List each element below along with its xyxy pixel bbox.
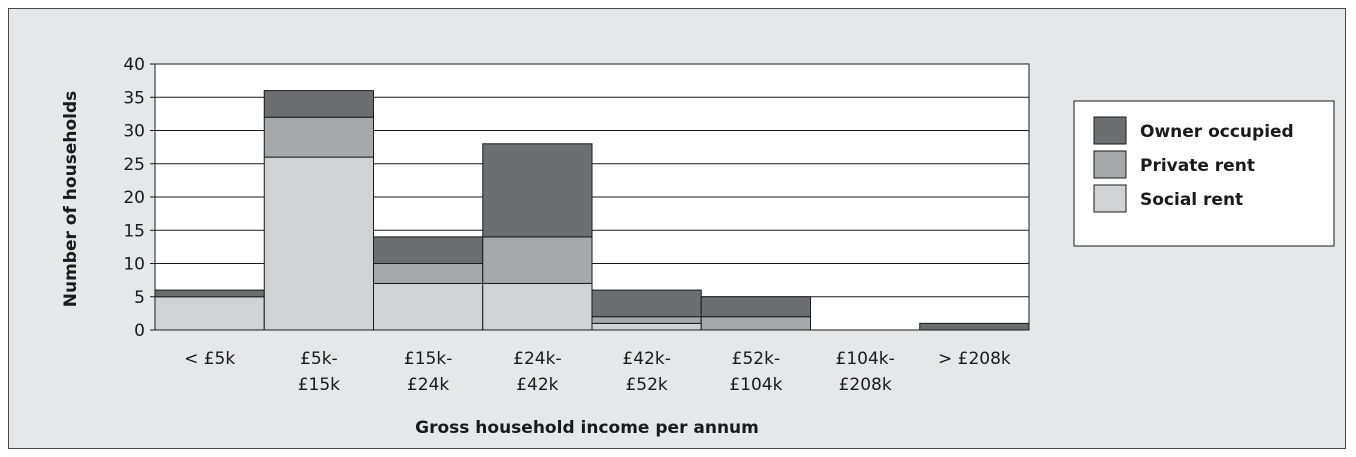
y-tick-label: 20: [123, 188, 145, 208]
bar-segment: [700, 296, 811, 318]
bar-segment: [373, 263, 484, 284]
legend-label: Social rent: [1140, 190, 1243, 210]
y-tick-label: 30: [123, 122, 145, 142]
legend-swatch: [1093, 150, 1127, 179]
bar-segment: [263, 90, 374, 118]
y-axis-ticks: 0 5 10 15 20 25 30 35 40: [123, 55, 155, 341]
y-tick-label: 40: [123, 55, 145, 75]
bar-segment: [373, 236, 484, 264]
chart-frame: 0 5 10 15 20 25 30 35 40 < £5k £5k-£15k £15k-£24k £…: [8, 8, 1346, 449]
y-tick-label: 0: [134, 321, 145, 341]
bar-segment: [154, 289, 265, 298]
x-tick-label: £24k-£42k: [513, 349, 561, 395]
bar-segment: [591, 289, 702, 318]
bar-segment: [591, 322, 702, 331]
legend-swatch: [1093, 116, 1127, 145]
y-tick-label: 35: [123, 88, 145, 108]
x-tick-label: £5k-£15k: [298, 349, 340, 395]
bar-segment: [154, 296, 265, 331]
bar-segment: [263, 116, 374, 158]
bar-segment: [591, 316, 702, 324]
bar-segment: [482, 236, 593, 284]
legend-label: Owner occupied: [1140, 122, 1294, 142]
y-axis-title: Number of households: [61, 91, 81, 307]
bar-segment: [263, 156, 374, 331]
y-tick-label: 5: [134, 288, 145, 308]
x-tick-label: £52k-£104k: [729, 349, 782, 395]
x-tick-label: £104k-£208k: [836, 349, 895, 395]
income-tenure-chart: 0 5 10 15 20 25 30 35 40 < £5k £5k-£15k £15k-£24k £…: [61, 55, 1335, 438]
x-tick-label: > £208k: [938, 349, 1011, 369]
x-tick-label: < £5k: [184, 349, 235, 369]
x-tick-label: £15k-£24k: [404, 349, 452, 395]
bar-segment: [700, 316, 811, 331]
x-axis-ticks: < £5k £5k-£15k £15k-£24k £24k-£42k £42k-£52k…: [184, 349, 1011, 395]
x-axis-title: Gross household income per annum: [415, 418, 759, 438]
legend: Owner occupied Private rent Social rent: [1073, 100, 1335, 247]
y-tick-label: 25: [123, 155, 145, 175]
legend-swatch: [1093, 184, 1127, 213]
y-tick-label: 15: [123, 221, 145, 241]
x-tick-label: £42k-£52k: [622, 349, 670, 395]
bar-segment: [373, 282, 484, 331]
bar-segment: [919, 322, 1030, 331]
bars: [154, 90, 1030, 331]
bar-segment: [482, 143, 593, 238]
y-tick-label: 10: [123, 255, 145, 275]
legend-label: Private rent: [1140, 156, 1255, 176]
bar-segment: [482, 282, 593, 331]
